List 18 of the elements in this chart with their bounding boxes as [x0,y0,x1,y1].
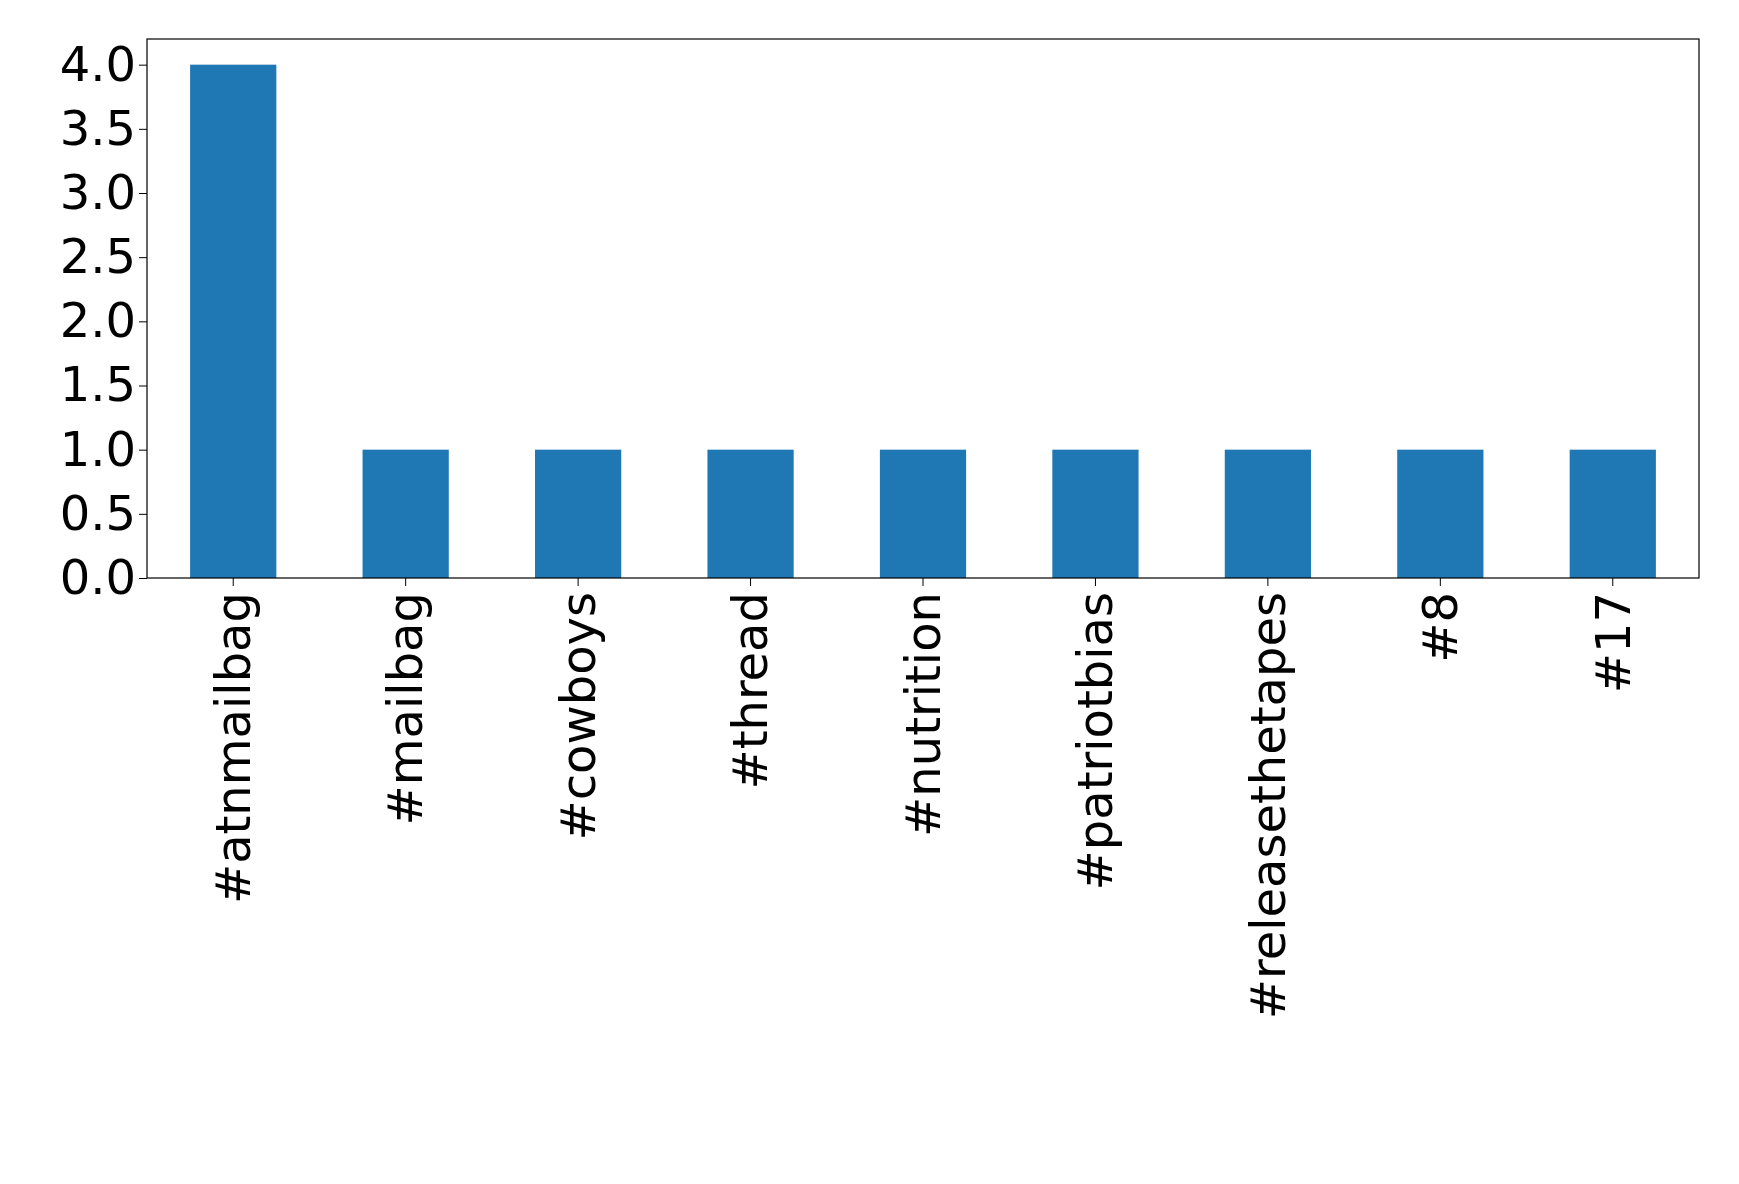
x-tick-label: #mailbag [377,592,434,826]
x-tick-label: #17 [1584,592,1641,694]
y-tick-label: 0.0 [59,548,136,605]
y-tick-label: 2.5 [59,228,136,285]
y-tick-label: 1.0 [59,420,136,477]
y-tick-label: 2.0 [59,292,136,349]
x-tick-label: #nutrition [894,592,951,837]
x-tick-label: #8 [1412,592,1469,663]
x-tick-label: #patriotbias [1067,592,1124,891]
y-tick-label: 3.5 [59,99,136,156]
x-tick-label: #releasethetapes [1239,592,1296,1020]
y-tick-label: 3.0 [59,163,136,220]
y-tick-label: 4.0 [59,35,136,92]
x-tick-label: #thread [722,592,779,790]
x-tick-label: #cowboys [549,592,606,841]
y-tick-label: 0.5 [59,484,136,541]
x-tick-label: #atnmailbag [205,592,262,905]
y-tick-label: 1.5 [59,356,136,413]
